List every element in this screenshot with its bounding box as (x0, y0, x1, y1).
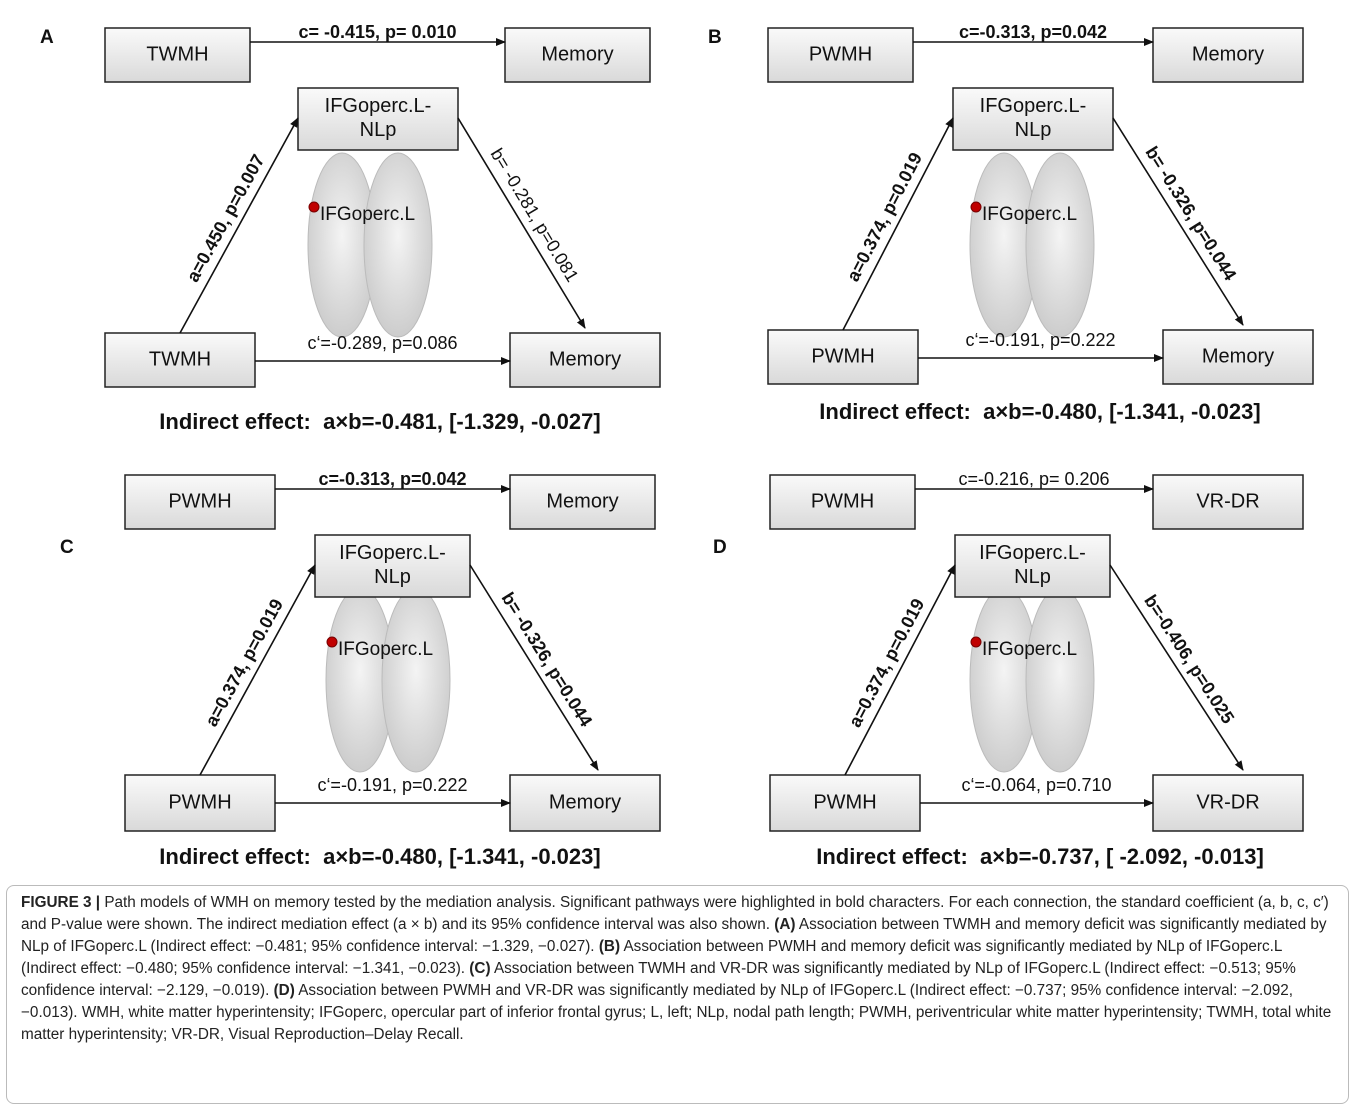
b-label: b= -0.281, p=0.081 (487, 145, 583, 286)
brain-hemisphere (1026, 153, 1094, 337)
brain-hemisphere (1026, 588, 1094, 772)
caption: FIGURE 3 | Path models of WMH on memory … (6, 885, 1349, 1104)
brain-label: IFGoperc.L (338, 639, 433, 660)
arrow (1110, 565, 1243, 770)
box-label: PWMH (811, 490, 874, 512)
box-label: PWMH (811, 345, 874, 367)
panel-letter: B (708, 27, 722, 48)
b-label: b= -0.326, p=0.044 (1141, 143, 1240, 284)
arrow (200, 565, 315, 775)
box-label: TWMH (149, 348, 211, 370)
a-label: a=0.374, p=0.019 (845, 595, 929, 730)
brain-label: IFGoperc.L (982, 204, 1077, 225)
arrow (843, 118, 953, 330)
caption-item-tag: (A) (774, 916, 795, 933)
a-label: a=0.374, p=0.019 (843, 149, 926, 284)
c-label: c=-0.313, p=0.042 (318, 469, 466, 489)
box-label: TWMH (146, 43, 208, 65)
caption-label: FIGURE 3 | (21, 894, 100, 911)
figure: AIFGoperc.LTWMHMemoryIFGoperc.L-NLpTWMHM… (0, 0, 1357, 1112)
box-label: PWMH (813, 791, 876, 813)
a-label: a=0.374, p=0.019 (201, 596, 287, 730)
indirect-effect: Indirect effect: a×b=-0.480, [-1.341, -0… (819, 399, 1260, 424)
caption-item-tag: (B) (599, 938, 620, 955)
indirect-effect: Indirect effect: a×b=-0.480, [-1.341, -0… (159, 844, 600, 869)
box-label: Memory (541, 43, 613, 65)
box-label: Memory (1192, 43, 1264, 65)
box-label: Memory (1202, 345, 1274, 367)
c-prime-label: c‘=-0.191, p=0.222 (965, 330, 1115, 350)
brain-node (971, 202, 981, 212)
b-label: b=-0.406, p=0.025 (1140, 591, 1238, 727)
box-label: PWMH (168, 490, 231, 512)
brain-label: IFGoperc.L (982, 639, 1077, 660)
c-label: c= -0.415, p= 0.010 (298, 22, 456, 42)
box-label: Memory (549, 791, 621, 813)
box-label: Memory (549, 348, 621, 370)
c-label: c=-0.313, p=0.042 (959, 22, 1107, 42)
panel-letter: D (713, 537, 727, 558)
c-prime-label: c‘=-0.289, p=0.086 (307, 333, 457, 353)
brain-node (971, 637, 981, 647)
indirect-effect: Indirect effect: a×b=-0.737, [ -2.092, -… (816, 844, 1264, 869)
c-prime-label: c‘=-0.064, p=0.710 (961, 775, 1111, 795)
brain-node (327, 637, 337, 647)
brain-hemisphere (382, 588, 450, 772)
panel-letter: A (40, 27, 54, 48)
arrow (1113, 118, 1243, 325)
brain-node (309, 202, 319, 212)
caption-abbreviations: WMH, white matter hyperintensity; IFGope… (21, 1004, 1331, 1043)
a-label: a=0.450, p=0.007 (183, 151, 269, 285)
box-label: PWMH (168, 791, 231, 813)
box-label: VR-DR (1196, 490, 1259, 512)
panel-letter: C (60, 537, 74, 558)
box-label: PWMH (809, 43, 872, 65)
indirect-effect: Indirect effect: a×b=-0.481, [-1.329, -0… (159, 409, 600, 434)
b-label: b= -0.326, p=0.044 (498, 589, 597, 730)
brain-label: IFGoperc.L (320, 204, 415, 225)
c-prime-label: c‘=-0.191, p=0.222 (317, 775, 467, 795)
arrow (180, 118, 298, 333)
box-label: VR-DR (1196, 791, 1259, 813)
brain-hemisphere (364, 153, 432, 337)
arrow (845, 565, 955, 775)
caption-item-tag: (D) (274, 982, 295, 999)
caption-item-tag: (C) (469, 960, 490, 977)
arrow (470, 565, 598, 770)
arrow (458, 118, 585, 328)
c-label: c=-0.216, p= 0.206 (958, 469, 1109, 489)
box-label: Memory (546, 490, 618, 512)
